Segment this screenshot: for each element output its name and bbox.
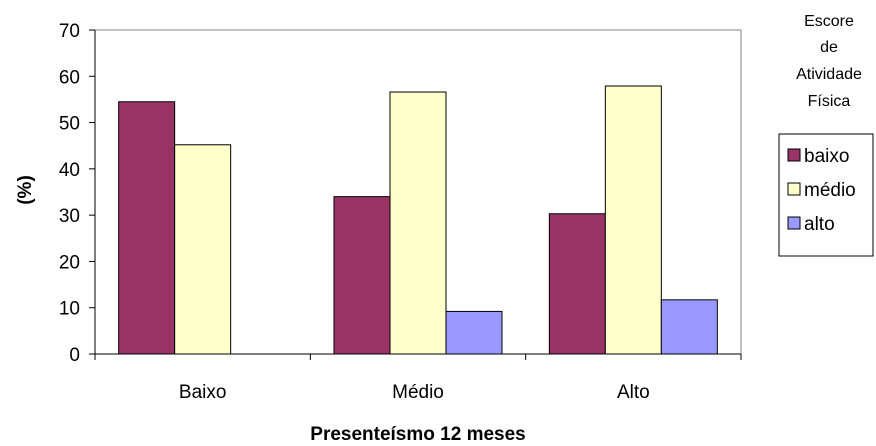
bar-alto bbox=[660, 299, 718, 355]
x-category-label: Médio bbox=[392, 382, 444, 403]
bar-médio bbox=[604, 85, 662, 355]
legend: baixo médio alto bbox=[778, 133, 874, 257]
bars bbox=[118, 85, 718, 355]
bar-baixo bbox=[333, 196, 391, 355]
bar-baixo bbox=[118, 101, 176, 355]
x-categories: Baixo Médio Alto bbox=[94, 354, 742, 403]
bar-médio bbox=[174, 144, 232, 355]
legend-title: Escore de Atividade Física bbox=[796, 13, 862, 110]
x-category-label: Baixo bbox=[179, 382, 227, 403]
legend-label: médio bbox=[804, 180, 856, 201]
y-tick-label: 10 bbox=[59, 299, 80, 320]
y-tick-label: 70 bbox=[59, 21, 80, 42]
y-tick-label: 0 bbox=[69, 345, 80, 366]
legend-title-line: Física bbox=[808, 93, 851, 110]
bar-médio bbox=[389, 91, 447, 355]
y-tick-label: 40 bbox=[59, 160, 80, 181]
y-ticks: 0 10 20 30 40 50 60 70 bbox=[59, 21, 95, 366]
x-axis-title: Presenteísmo 12 meses bbox=[310, 424, 525, 445]
legend-swatch bbox=[787, 216, 801, 230]
legend-title-line: de bbox=[820, 39, 838, 56]
y-tick-label: 50 bbox=[59, 114, 80, 135]
legend-title-line: Escore bbox=[804, 13, 854, 30]
bar-alto bbox=[445, 310, 503, 355]
bar-baixo bbox=[548, 213, 606, 355]
legend-swatch bbox=[787, 148, 801, 162]
legend-label: alto bbox=[804, 214, 835, 235]
legend-title-line: Atividade bbox=[796, 66, 862, 83]
legend-swatch bbox=[787, 182, 801, 196]
legend-label: baixo bbox=[804, 146, 849, 167]
x-category-label: Alto bbox=[617, 382, 650, 403]
axes bbox=[94, 30, 741, 355]
y-tick-label: 30 bbox=[59, 206, 80, 227]
y-tick-label: 20 bbox=[59, 252, 80, 273]
y-axis-title: (%) bbox=[15, 175, 36, 205]
y-tick-label: 60 bbox=[59, 67, 80, 88]
